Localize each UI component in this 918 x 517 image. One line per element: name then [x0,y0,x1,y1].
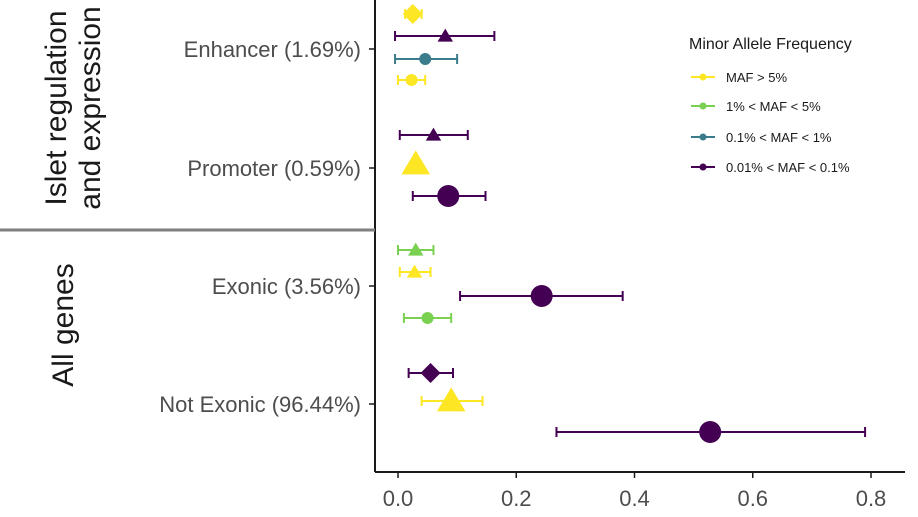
data-point [401,150,431,175]
data-point [555,421,867,443]
axes: 0.0 0.2 0.4 0.6 0.8 [369,0,905,511]
legend-swatch-dot [699,163,707,171]
point-marker [408,242,424,256]
point-marker [437,185,460,207]
data-point [459,285,624,307]
legend-swatch-dot [699,73,707,81]
point-marker [401,150,431,175]
point-marker [421,312,434,324]
x-tick-label: 0.2 [501,486,532,511]
category-label: Enhancer (1.69%) [184,37,361,62]
legend-item: 1% < MAF < 5% [691,99,821,114]
data-point [397,242,435,256]
legend-swatch-dot [699,133,707,141]
category-label: Exonic (3.56%) [212,274,361,299]
data-point [398,264,432,278]
point-marker [402,4,423,24]
data-point [402,312,453,324]
x-tick-label: 0.6 [737,486,768,511]
category-label: Not Exonic (96.44%) [159,392,361,417]
legend-label: 1% < MAF < 5% [726,99,821,114]
point-marker [406,264,423,278]
point-marker [437,28,453,42]
legend-swatch-dot [699,102,707,110]
data-point [407,363,454,383]
category-labels: Enhancer (1.69%) Promoter (0.59%) Exonic (… [0,6,375,417]
x-tick-label: 0.0 [383,486,414,511]
data-point [398,127,469,141]
x-tick-label: 0.8 [856,486,887,511]
point-marker [699,421,722,443]
point-marker [530,285,553,307]
legend-label: 0.01% < MAF < 0.1% [726,160,850,175]
point-marker [425,127,442,141]
group-label-line: Islet regulation [40,10,73,205]
data-point [411,185,487,207]
legend: Minor Allele Frequency MAF > 5% 1% < MAF <… [689,36,852,175]
legend-item: MAF > 5% [691,70,787,85]
legend-title: Minor Allele Frequency [689,36,852,53]
x-tick-label: 0.4 [619,486,650,511]
legend-label: 0.1% < MAF < 1% [726,130,832,145]
data-point [420,387,484,412]
category-label: Promoter (0.59%) [187,156,361,181]
point-marker [405,74,418,86]
point-marker [420,363,441,383]
point-marker [436,387,466,412]
legend-label: MAF > 5% [726,70,787,85]
point-marker [419,53,432,65]
data-point [394,28,496,42]
data-points [394,4,867,443]
legend-item: 0.01% < MAF < 0.1% [691,160,850,175]
data-point [394,53,459,65]
data-point [397,74,427,86]
group-label-all-genes: All genes [47,263,80,386]
legend-item: 0.1% < MAF < 1% [691,130,832,145]
group-label-line: and expression [74,6,107,209]
data-point [402,4,423,24]
group-label-islet: Islet regulationand expression [40,6,107,209]
